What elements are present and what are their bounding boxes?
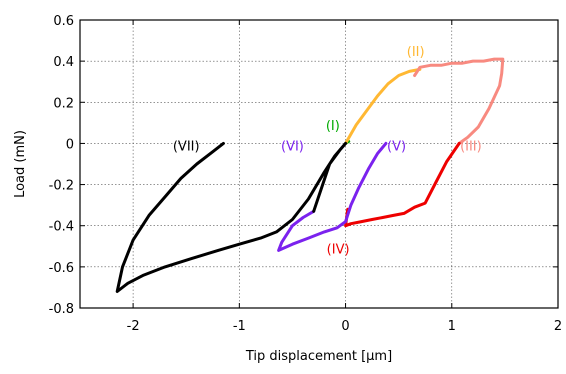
y-axis-ticks: -0.8 -0.6 -0.4 -0.2 0 0.2 0.4 0.6 [49,14,558,317]
y-axis-label: Load (mN) [13,130,28,198]
x-axis-ticks: -2 -1 0 1 2 [127,20,562,334]
y-tick-label: -0.8 [49,302,74,317]
series-line-6 [115,141,348,293]
y-tick-label: -0.6 [49,261,74,276]
x-tick-label: -2 [127,319,140,334]
grid [80,20,558,308]
series-line-2 [344,67,422,145]
segment-label: (VII) [173,139,200,154]
series-line-4 [344,141,461,228]
series [115,57,505,293]
segment-label: (I) [326,119,340,134]
x-tick-label: -1 [233,319,246,334]
segment-labels: (I) (II) (III) (IV) (V) (VI) (VII) [173,45,482,257]
x-tick-label: 0 [341,319,349,334]
y-tick-label: 0.4 [53,55,74,70]
segment-label: (III) [460,139,482,154]
plot-frame [79,19,559,309]
series-line-3 [413,57,505,145]
x-tick-label: 1 [448,319,456,334]
x-tick-label: 2 [554,319,562,334]
segment-label: (II) [407,45,425,60]
y-tick-label: 0 [66,137,74,152]
y-tick-label: -0.4 [49,220,74,235]
segment-label: (VI) [281,139,304,154]
segment-label: (IV) [327,242,350,257]
y-tick-label: 0.6 [53,14,74,29]
series-line-5 [277,141,388,252]
x-axis-label: Tip displacement [µm] [245,349,392,364]
y-tick-label: -0.2 [49,179,74,194]
segment-label: (V) [387,139,406,154]
y-tick-label: 0.2 [53,96,74,111]
